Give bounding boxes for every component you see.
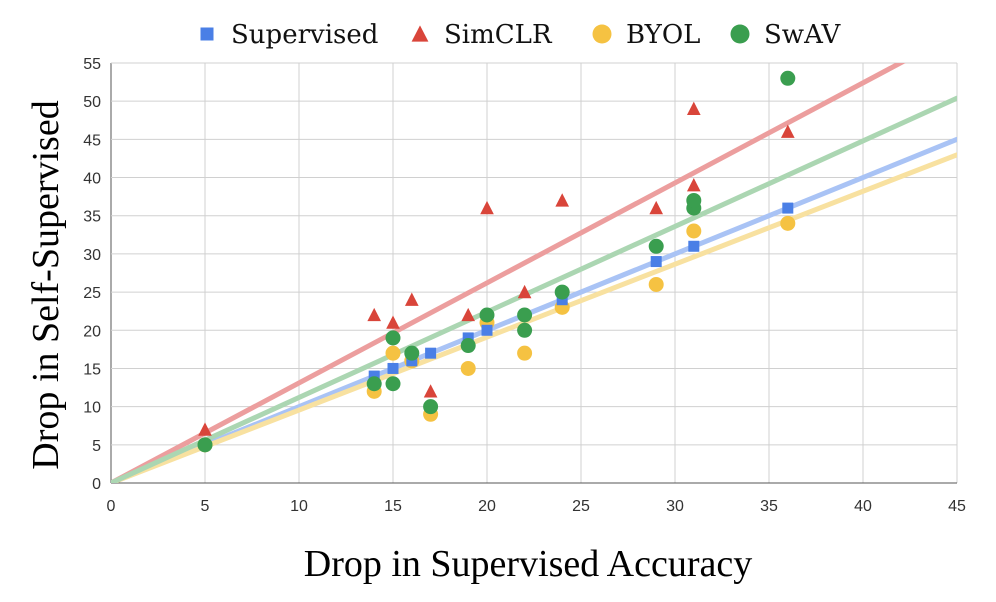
- point-simclr: [198, 422, 212, 436]
- point-supervised: [387, 362, 399, 374]
- legend-marker-byol: [592, 24, 612, 44]
- point-supervised: [425, 347, 437, 359]
- y-tick-label: 45: [83, 132, 101, 149]
- point-swav: [648, 238, 664, 254]
- x-tick-label: 40: [854, 498, 872, 515]
- trendlines: [111, 63, 957, 483]
- point-swav: [686, 192, 702, 208]
- y-tick-label: 50: [83, 94, 101, 111]
- point-byol: [460, 360, 476, 376]
- grid-lines: [110, 62, 958, 484]
- point-supervised: [462, 332, 474, 344]
- trendline-byol: [111, 152, 957, 483]
- x-tick-label: 0: [107, 498, 116, 515]
- x-tick-label: 5: [201, 498, 210, 515]
- point-swav: [517, 307, 533, 323]
- x-tick-label: 15: [384, 498, 402, 515]
- y-tick-label: 55: [83, 56, 101, 73]
- point-swav: [554, 284, 570, 300]
- point-supervised: [782, 202, 794, 214]
- point-simclr: [555, 193, 570, 207]
- point-simclr: [386, 315, 400, 329]
- point-swav: [385, 376, 401, 392]
- point-supervised: [556, 294, 568, 306]
- point-supervised: [406, 355, 418, 367]
- y-tick-label: 10: [83, 400, 101, 417]
- point-swav: [780, 70, 796, 86]
- point-simclr: [686, 101, 701, 115]
- x-tick-label: 20: [478, 498, 496, 515]
- point-byol: [686, 223, 702, 239]
- y-tick-label: 30: [83, 247, 101, 264]
- y-tick-label: 0: [92, 476, 101, 493]
- legend-label-simclr: SimCLR: [444, 20, 553, 50]
- point-swav: [517, 322, 533, 338]
- point-simclr: [480, 200, 494, 215]
- point-byol: [517, 345, 533, 361]
- point-simclr: [686, 178, 701, 192]
- legend-label-swav: SwAV: [764, 20, 842, 50]
- point-supervised: [650, 256, 662, 268]
- point-simclr: [404, 292, 419, 306]
- y-tick-label: 25: [83, 285, 101, 302]
- x-tick-label: 45: [948, 498, 966, 515]
- point-supervised: [368, 370, 380, 382]
- point-swav: [385, 330, 401, 346]
- point-swav: [404, 345, 420, 361]
- x-tick-label: 35: [760, 498, 778, 515]
- x-tick-label: 30: [666, 498, 684, 515]
- y-tick-label: 40: [83, 171, 101, 188]
- point-swav: [460, 338, 476, 354]
- legend-marker-swav: [730, 24, 750, 44]
- legend-marker-supervised: [200, 27, 214, 41]
- legend: Supervised SimCLR BYOL SwAV: [200, 20, 842, 50]
- point-simclr: [367, 307, 382, 322]
- point-simclr: [461, 307, 476, 322]
- point-swav: [197, 437, 213, 453]
- point-supervised: [688, 240, 700, 252]
- legend-marker-simclr: [411, 25, 429, 42]
- legend-label-byol: BYOL: [626, 20, 700, 50]
- tick-labels: 0 5 10 15 20 25 30 35 40 45 0 5 10 15 20 25 30 35 40 45 50 55: [83, 56, 966, 515]
- trendline-swav: [111, 95, 957, 483]
- point-swav: [423, 399, 439, 415]
- x-tick-label: 10: [290, 498, 308, 515]
- x-tick-label: 25: [572, 498, 590, 515]
- legend-label-supervised: Supervised: [231, 20, 378, 50]
- point-simclr: [649, 200, 664, 215]
- point-simclr: [423, 384, 438, 398]
- y-tick-label: 20: [83, 323, 101, 340]
- point-simclr: [780, 124, 795, 138]
- y-tick-label: 5: [92, 438, 101, 455]
- point-byol: [780, 215, 796, 231]
- point-swav: [479, 307, 495, 323]
- point-byol: [385, 345, 401, 361]
- data-points: [197, 70, 796, 453]
- x-axis-title: Drop in Supervised Accuracy: [304, 543, 753, 585]
- point-byol: [648, 276, 664, 292]
- y-axis-title: Drop in Self-Supervised: [25, 100, 67, 469]
- point-swav: [366, 376, 382, 392]
- point-simclr: [517, 284, 532, 299]
- y-tick-label: 15: [83, 361, 101, 378]
- point-supervised: [481, 324, 493, 336]
- y-tick-label: 35: [83, 209, 101, 226]
- trendline-simclr: [111, 63, 906, 483]
